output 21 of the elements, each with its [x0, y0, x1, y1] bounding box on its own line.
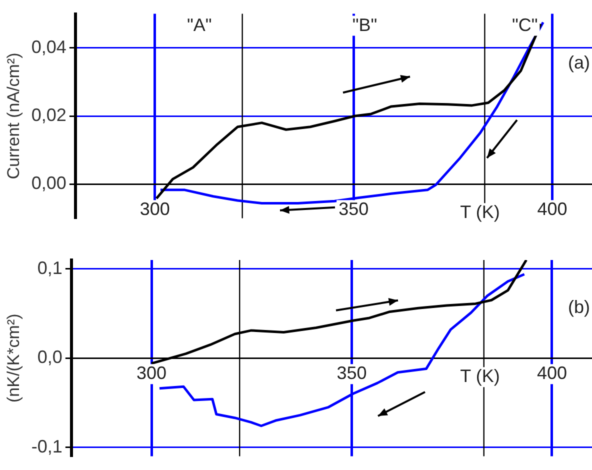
x-axis-title: T (K)	[460, 202, 500, 222]
y-tick-label: 0,1	[37, 258, 62, 278]
x-tick-label: 400	[536, 363, 567, 384]
annotation: "C"	[512, 14, 538, 35]
annotation: (b)	[568, 297, 590, 318]
y-tick-label: 0,00	[31, 173, 66, 194]
y-axis-title: Current (nA/cm²)	[4, 52, 23, 180]
x-tick-label: 400	[537, 199, 568, 220]
y-tick-label: 0,02	[31, 104, 66, 125]
y-tick-label: -0,1	[31, 436, 62, 456]
y-tick-label: 0,04	[31, 36, 66, 57]
x-axis-title: T (K)	[460, 366, 500, 386]
x-tick-label: 350	[338, 199, 369, 220]
y-tick-label: 0,0	[37, 347, 62, 368]
annotation: "A"	[187, 14, 212, 35]
x-tick-label: 300	[136, 363, 167, 384]
y-axis-title: (nK/(K*cm²)	[4, 314, 23, 402]
x-tick-label: 300	[140, 199, 170, 220]
annotation: "B"	[352, 14, 378, 35]
annotation: (a)	[568, 52, 590, 73]
x-tick-label: 350	[336, 363, 367, 384]
